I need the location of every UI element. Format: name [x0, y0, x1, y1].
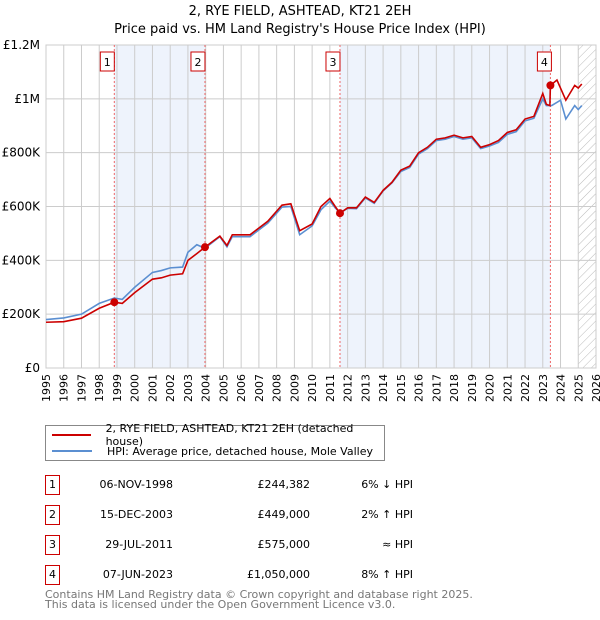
- sale-hpi-diff: ≈ HPI: [382, 538, 413, 551]
- price-chart: 1995 1996 1997 1998 1999 2000 2001 2002 2003 2004…: [2, 38, 600, 402]
- x-tick-label: 2014: [377, 374, 390, 402]
- x-tick-label: 2004: [200, 374, 213, 402]
- x-tick-label: 2006: [235, 374, 248, 402]
- sale-date: 06-NOV-1998: [99, 478, 173, 491]
- x-tick-label: 2011: [324, 374, 337, 402]
- y-tick-label: £600K: [2, 200, 42, 214]
- sale-row: 3 29-JUL-2011 £575,000 ≈ HPI: [45, 535, 445, 555]
- x-tick-label: 2016: [413, 374, 426, 402]
- sale-date: 29-JUL-2011: [105, 538, 173, 551]
- legend-property: 2, RYE FIELD, ASHTEAD, KT21 2EH (detache…: [105, 422, 354, 448]
- sale-price: £449,000: [257, 508, 311, 521]
- price-paid-line: [45, 78, 583, 324]
- sale-point: [110, 298, 119, 307]
- x-tick-label: 2008: [271, 374, 284, 402]
- chart-subtitle: Price paid vs. HM Land Registry's House …: [114, 22, 486, 37]
- x-tick-label: 2003: [182, 374, 195, 402]
- x-tick-label: 2020: [484, 374, 497, 402]
- x-tick-label: 2024: [555, 374, 568, 402]
- sale-number: 2: [45, 505, 60, 525]
- footer-line2: This data is licensed under the Open Gov…: [45, 598, 396, 611]
- x-tick-label: 2002: [164, 374, 177, 402]
- sale-label: 4: [541, 56, 548, 69]
- x-tick-label: 1999: [111, 374, 124, 402]
- x-tick-label: 2009: [288, 374, 301, 402]
- hpi-line: [45, 97, 583, 321]
- footer: Contains HM Land Registry data © Crown c…: [45, 588, 473, 611]
- x-tick-label: 2017: [430, 374, 443, 402]
- x-tick-label: 2013: [359, 374, 372, 402]
- x-tick-label: 2018: [448, 374, 461, 402]
- sale-label-box: [99, 51, 115, 72]
- sale-number: 4: [45, 565, 60, 585]
- x-tick-label: 1995: [40, 374, 53, 402]
- x-tick-label: 2019: [466, 374, 479, 402]
- x-tick-label: 2010: [306, 374, 319, 402]
- x-tick-label: 2026: [590, 374, 600, 402]
- x-tick-label: 2001: [146, 374, 159, 402]
- x-tick-label: 2012: [342, 374, 355, 402]
- x-tick-label: 2022: [519, 374, 532, 402]
- x-tick-label: 2005: [217, 374, 230, 402]
- x-tick-label: 2023: [537, 374, 550, 402]
- sale-label-box: [536, 51, 552, 72]
- sale-label: 2: [194, 56, 201, 69]
- sale-price: £1,050,000: [247, 568, 310, 581]
- sale-hpi-diff: 8% ↑ HPI: [361, 568, 413, 581]
- sale-point: [335, 209, 344, 218]
- legend-blue-swatch: [52, 450, 92, 452]
- sale-row: 1 06-NOV-1998 £244,382 6% ↓ HPI: [45, 475, 445, 495]
- x-tick-label: 2007: [253, 374, 266, 402]
- sale-label-box: [325, 51, 341, 72]
- sale-label: 3: [329, 56, 336, 69]
- sale-label: 1: [104, 56, 111, 69]
- y-tick-label: £800K: [2, 146, 42, 160]
- y-tick-label: £1.2M: [3, 38, 40, 52]
- plot-border: [45, 44, 597, 369]
- x-tick-label: 2000: [129, 374, 142, 402]
- x-tick-label: 1996: [58, 374, 71, 402]
- sale-row: 2 15-DEC-2003 £449,000 2% ↑ HPI: [45, 505, 445, 525]
- sale-row: 4 07-JUN-2023 £1,050,000 8% ↑ HPI: [45, 565, 445, 585]
- x-tick-label: 2015: [395, 374, 408, 402]
- y-tick-label: £200K: [2, 307, 42, 321]
- footer-line1: Contains HM Land Registry data © Crown c…: [45, 588, 473, 601]
- sale-price: £244,382: [257, 478, 311, 491]
- x-tick-label: 2025: [572, 374, 585, 402]
- y-tick-label: £0: [25, 361, 40, 375]
- sale-label-box: [190, 51, 206, 72]
- y-tick-label: £400K: [2, 253, 42, 267]
- sale-point: [200, 243, 209, 252]
- legend-red-swatch: [52, 434, 91, 436]
- sale-date: 07-JUN-2023: [102, 568, 173, 581]
- x-tick-label: 2021: [501, 374, 514, 402]
- sale-date: 15-DEC-2003: [99, 508, 173, 521]
- sale-number: 3: [45, 535, 60, 555]
- legend-hpi: HPI: Average price, detached house, Mole…: [107, 444, 373, 458]
- sale-point: [546, 81, 555, 90]
- sale-hpi-diff: 2% ↑ HPI: [361, 508, 413, 521]
- y-tick-label: £1M: [14, 92, 40, 106]
- sale-hpi-diff: 6% ↓ HPI: [361, 478, 413, 491]
- legend: 2, RYE FIELD, ASHTEAD, KT21 2EH (detache…: [45, 422, 385, 461]
- x-tick-label: 1997: [75, 374, 88, 402]
- x-tick-label: 1998: [93, 374, 106, 402]
- sale-number: 1: [45, 475, 60, 495]
- chart-title: 2, RYE FIELD, ASHTEAD, KT21 2EH: [188, 4, 412, 19]
- sale-price: £575,000: [257, 538, 311, 551]
